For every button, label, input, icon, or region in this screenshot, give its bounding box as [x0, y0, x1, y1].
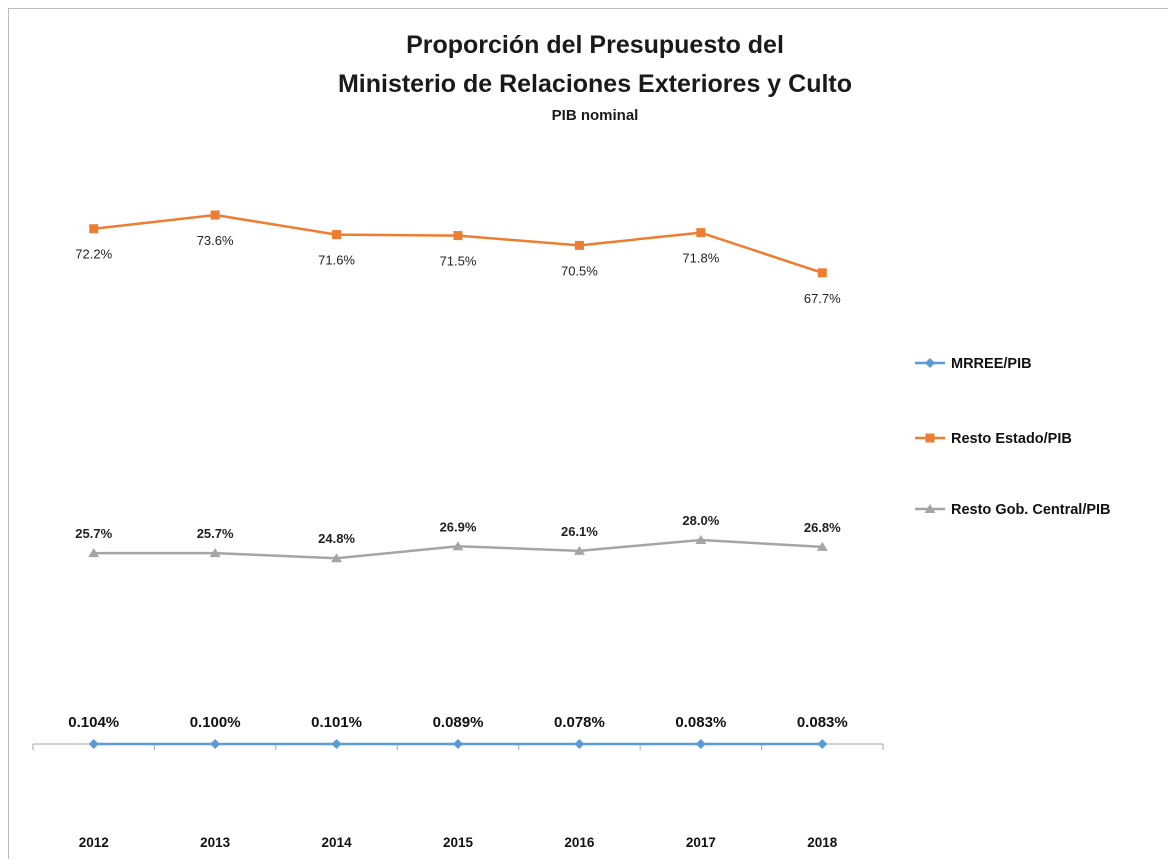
legend-label-resto-estado-pib: Resto Estado/PIB [951, 431, 1072, 447]
legend-marker-resto-gob-central-pib [924, 504, 936, 513]
chart-title-line-2: Ministerio de Relaciones Exteriores y Cu… [338, 70, 852, 98]
x-tick-label-2013: 2013 [200, 835, 231, 850]
point-resto-estado-pib-2016 [574, 240, 584, 250]
point-resto-gob-central-pib-2012 [88, 548, 100, 558]
data-label-resto-gob-central-pib-2012: 25.7% [75, 526, 112, 541]
point-resto-estado-pib-2012 [89, 224, 99, 234]
x-tick-label-2015: 2015 [443, 835, 474, 850]
data-label-mrree-pib-2018: 0.083% [797, 714, 848, 731]
chart-svg: Proporción del Presupuesto del Ministeri… [32, 31, 1111, 850]
chart-frame: Proporción del Presupuesto del Ministeri… [8, 8, 1168, 859]
point-resto-gob-central-pib-2013 [209, 548, 221, 558]
x-tick-label-2017: 2017 [686, 835, 716, 850]
data-label-mrree-pib-2014: 0.101% [311, 714, 362, 731]
data-label-resto-estado-pib-2015: 71.5% [440, 254, 477, 269]
point-resto-gob-central-pib-2017 [695, 535, 707, 544]
point-mrree-pib-2012 [88, 739, 99, 749]
data-label-mrree-pib-2013: 0.100% [190, 714, 241, 731]
point-resto-gob-central-pib-2018 [816, 541, 828, 551]
data-label-mrree-pib-2012: 0.104% [68, 714, 119, 731]
point-resto-gob-central-pib-2014 [331, 553, 343, 563]
data-label-resto-gob-central-pib-2015: 26.9% [440, 519, 477, 534]
legend-marker-mrree-pib [925, 358, 935, 368]
data-label-resto-gob-central-pib-2014: 24.8% [318, 531, 355, 546]
chart-title-line-1: Proporción del Presupuesto del [406, 31, 784, 59]
data-label-mrree-pib-2015: 0.089% [433, 714, 484, 731]
chart-subtitle: PIB nominal [552, 107, 639, 124]
x-tick-label-2012: 2012 [79, 835, 109, 850]
data-label-resto-gob-central-pib-2013: 25.7% [197, 526, 234, 541]
data-label-resto-estado-pib-2017: 71.8% [682, 251, 719, 266]
x-tick-label-2014: 2014 [322, 835, 353, 850]
legend-label-resto-gob-central-pib: Resto Gob. Central/PIB [951, 502, 1111, 518]
x-tick-label-2018: 2018 [807, 835, 838, 850]
point-resto-gob-central-pib-2015 [452, 541, 464, 551]
plot-area: 2012 2013 2014 2015 2016 2017 2018 0.104% 0.100%… [32, 210, 884, 850]
data-label-resto-gob-central-pib-2016: 26.1% [561, 524, 598, 539]
point-resto-estado-pib-2017 [696, 228, 706, 238]
x-tick-label-2016: 2016 [564, 835, 595, 850]
data-label-resto-estado-pib-2012: 72.2% [75, 247, 112, 262]
point-mrree-pib-2013 [210, 739, 221, 749]
legend-label-mrree-pib: MRREE/PIB [951, 356, 1032, 372]
point-mrree-pib-2014 [331, 739, 342, 749]
point-resto-estado-pib-2013 [210, 210, 220, 220]
point-mrree-pib-2015 [453, 739, 463, 749]
point-resto-gob-central-pib-2016 [573, 545, 585, 555]
point-mrree-pib-2016 [574, 739, 585, 749]
data-label-resto-gob-central-pib-2018: 26.8% [804, 520, 841, 535]
data-label-resto-estado-pib-2016: 70.5% [561, 263, 598, 278]
data-label-mrree-pib-2016: 0.078% [554, 714, 605, 731]
legend: MRREE/PIB Resto Estado/PIB Resto Gob. Cent… [915, 356, 1111, 518]
point-resto-estado-pib-2014 [332, 230, 342, 240]
point-resto-estado-pib-2015 [453, 231, 463, 241]
point-mrree-pib-2017 [695, 739, 706, 749]
point-resto-estado-pib-2018 [817, 268, 827, 278]
point-mrree-pib-2018 [817, 739, 828, 749]
data-label-mrree-pib-2017: 0.083% [675, 714, 726, 731]
legend-marker-resto-estado-pib [925, 433, 935, 443]
data-label-resto-estado-pib-2014: 71.6% [318, 253, 355, 268]
data-label-resto-gob-central-pib-2017: 28.0% [682, 513, 719, 528]
data-label-resto-estado-pib-2018: 67.7% [804, 291, 841, 306]
data-label-resto-estado-pib-2013: 73.6% [197, 233, 234, 248]
